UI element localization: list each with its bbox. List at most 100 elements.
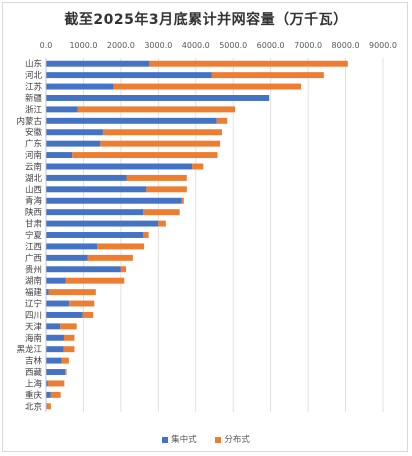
bar-series-1	[146, 186, 187, 193]
x-tick-label: 0.0	[40, 41, 53, 50]
category-label: 云南	[25, 161, 42, 172]
bar-series-1	[211, 72, 324, 79]
category-label: 广东	[25, 139, 42, 150]
x-tick-label: 5000.0	[219, 41, 247, 50]
bar-series-1	[148, 60, 348, 67]
bar-series-0	[46, 72, 212, 79]
bar-series-1	[50, 391, 61, 398]
category-label: 宁夏	[25, 230, 43, 241]
bar-series-1	[192, 163, 204, 170]
bar-series-1	[142, 232, 149, 238]
bar-series-0	[46, 266, 121, 273]
category-label: 广西	[25, 253, 42, 264]
bar-series-1	[48, 289, 96, 296]
bar-series-1	[82, 311, 94, 318]
bar-series-0	[46, 357, 62, 364]
category-label: 上海	[25, 378, 43, 389]
bar-series-0	[46, 197, 182, 204]
bar-series-0	[46, 391, 51, 398]
bar-series-0	[46, 254, 88, 261]
bar-series-1	[120, 266, 127, 273]
bar-series-0	[46, 186, 147, 193]
bar-series-1	[97, 243, 145, 250]
bar-series-0	[46, 311, 83, 318]
bar-series-0	[46, 232, 143, 238]
chart-legend: 集中式 分布式	[0, 433, 412, 445]
bar-series-1	[63, 346, 75, 353]
category-label: 山西	[25, 184, 42, 195]
category-label: 黑龙江	[16, 344, 42, 355]
category-label: 陕西	[25, 207, 42, 218]
x-tick-label: 1000.0	[69, 41, 97, 50]
category-label: 吉林	[25, 356, 43, 367]
legend-swatch-series-0	[162, 436, 169, 443]
x-tick-label: 3000.0	[144, 41, 172, 50]
category-label: 天津	[25, 321, 43, 332]
category-label: 福建	[25, 287, 43, 298]
bar-series-0	[46, 346, 64, 353]
bar-series-0	[46, 83, 114, 90]
category-label: 江苏	[25, 82, 43, 93]
bar-series-1	[102, 129, 222, 136]
category-label: 贵州	[25, 264, 42, 275]
bar-series-1	[113, 83, 301, 90]
bar-series-0	[46, 380, 48, 387]
x-tick-label: 8000.0	[332, 41, 360, 50]
legend-swatch-series-1	[215, 436, 222, 443]
bar-series-1	[142, 209, 180, 216]
bar-series-0	[46, 106, 78, 113]
category-label: 重庆	[25, 390, 43, 401]
bar-series-0	[46, 129, 103, 136]
bar-series-0	[46, 94, 270, 101]
bar-series-1	[46, 403, 51, 410]
category-label: 新疆	[25, 93, 43, 104]
bar-series-1	[158, 220, 166, 227]
category-label: 河南	[25, 150, 42, 161]
bar-series-1	[77, 106, 236, 113]
category-label: 北京	[25, 401, 42, 412]
x-tick-label: 2000.0	[107, 41, 135, 50]
bar-series-0	[46, 163, 193, 170]
category-label: 山东	[25, 59, 42, 70]
bar-series-1	[69, 300, 95, 307]
x-tick-label: 7000.0	[294, 41, 322, 50]
category-label: 辽宁	[25, 299, 42, 310]
bar-series-1	[72, 152, 218, 159]
bar-series-0	[46, 323, 61, 330]
legend-label-series-0: 集中式	[171, 435, 197, 445]
bar-series-1	[63, 334, 75, 341]
bar-series-1	[126, 174, 187, 181]
category-label: 湖北	[25, 174, 43, 184]
bar-series-0	[46, 289, 49, 296]
bar-series-0	[46, 140, 101, 147]
bar-series-1	[181, 197, 184, 204]
legend-item-series-1: 分布式	[215, 433, 250, 445]
bar-series-1	[65, 369, 67, 376]
x-tick-label: 4000.0	[182, 41, 210, 50]
bar-series-0	[46, 369, 66, 376]
bar-series-0	[46, 174, 127, 181]
bar-series-1	[65, 277, 125, 284]
category-label: 河北	[25, 70, 43, 81]
bar-series-0	[46, 277, 66, 284]
bar-series-1	[61, 357, 69, 364]
bar-series-0	[46, 117, 217, 124]
bar-series-0	[46, 243, 98, 250]
legend-item-series-0: 集中式	[162, 433, 197, 445]
category-label: 江西	[25, 242, 42, 252]
category-label: 西藏	[25, 367, 43, 378]
x-tick-label: 6000.0	[257, 41, 285, 50]
bar-series-0	[46, 220, 159, 227]
category-label: 青海	[25, 196, 43, 207]
category-label: 浙江	[25, 104, 43, 115]
category-label: 湖南	[25, 276, 42, 287]
bar-series-0	[46, 60, 149, 67]
bar-series-1	[216, 117, 228, 124]
bar-series-0	[46, 300, 70, 307]
category-label: 甘肃	[25, 219, 43, 230]
bar-series-0	[46, 152, 73, 159]
bar-series-1	[100, 140, 221, 147]
category-label: 内蒙古	[16, 116, 42, 127]
bar-series-1	[60, 323, 77, 330]
